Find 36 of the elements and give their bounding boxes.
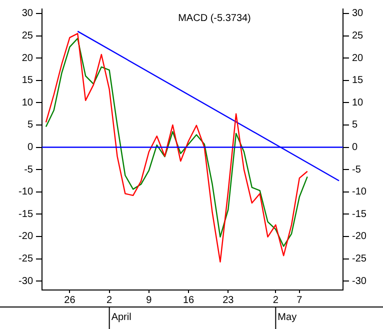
x-tick-label: 2 bbox=[106, 294, 113, 306]
x-tick-label: 2 bbox=[272, 294, 279, 306]
y2-tick-label: -5 bbox=[352, 164, 362, 176]
text: May bbox=[278, 312, 297, 323]
y-tick-label: -25 bbox=[18, 254, 34, 265]
y2-tick-label: -20 bbox=[352, 231, 367, 242]
y-tick-label: 5 bbox=[27, 120, 34, 131]
chart-title: MACD (-5.3734) bbox=[178, 12, 251, 24]
y-tick-label: 10 bbox=[22, 97, 34, 108]
y2-tick-label: 10 bbox=[352, 97, 364, 108]
y-tick-label: 0 bbox=[27, 142, 34, 154]
y2-tick-label: -15 bbox=[352, 208, 367, 220]
y2-tick-label: 5 bbox=[352, 120, 358, 131]
text: April bbox=[111, 312, 132, 323]
y2-tick-label: -25 bbox=[352, 254, 367, 265]
y2-tick-label: -10 bbox=[352, 186, 367, 198]
y-tick-label: -5 bbox=[24, 164, 34, 176]
x-tick-label: 23 bbox=[222, 294, 234, 306]
y-tick-label: 30 bbox=[22, 8, 34, 20]
y-tick-label: 15 bbox=[22, 75, 34, 86]
y2-tick-label: 20 bbox=[352, 52, 364, 64]
y2-tick-label: 25 bbox=[352, 30, 364, 42]
y-tick-label: -20 bbox=[18, 231, 34, 242]
y2-tick-label: 30 bbox=[352, 8, 364, 20]
y2-tick-label: 15 bbox=[352, 75, 364, 86]
x-tick-label: 7 bbox=[296, 294, 303, 306]
x-tick-label: 16 bbox=[182, 294, 195, 306]
y-tick-label: -30 bbox=[18, 276, 34, 287]
y2-tick-label: -30 bbox=[352, 276, 367, 287]
y-tick-label: -10 bbox=[18, 186, 34, 198]
y-tick-label: 20 bbox=[22, 52, 34, 64]
y-tick-label: 25 bbox=[22, 30, 34, 42]
y2-tick-label: 0 bbox=[352, 142, 358, 154]
y-tick-label: -15 bbox=[18, 208, 34, 220]
x-tick-label: 26 bbox=[64, 294, 76, 306]
x-tick-label: 9 bbox=[146, 294, 152, 306]
